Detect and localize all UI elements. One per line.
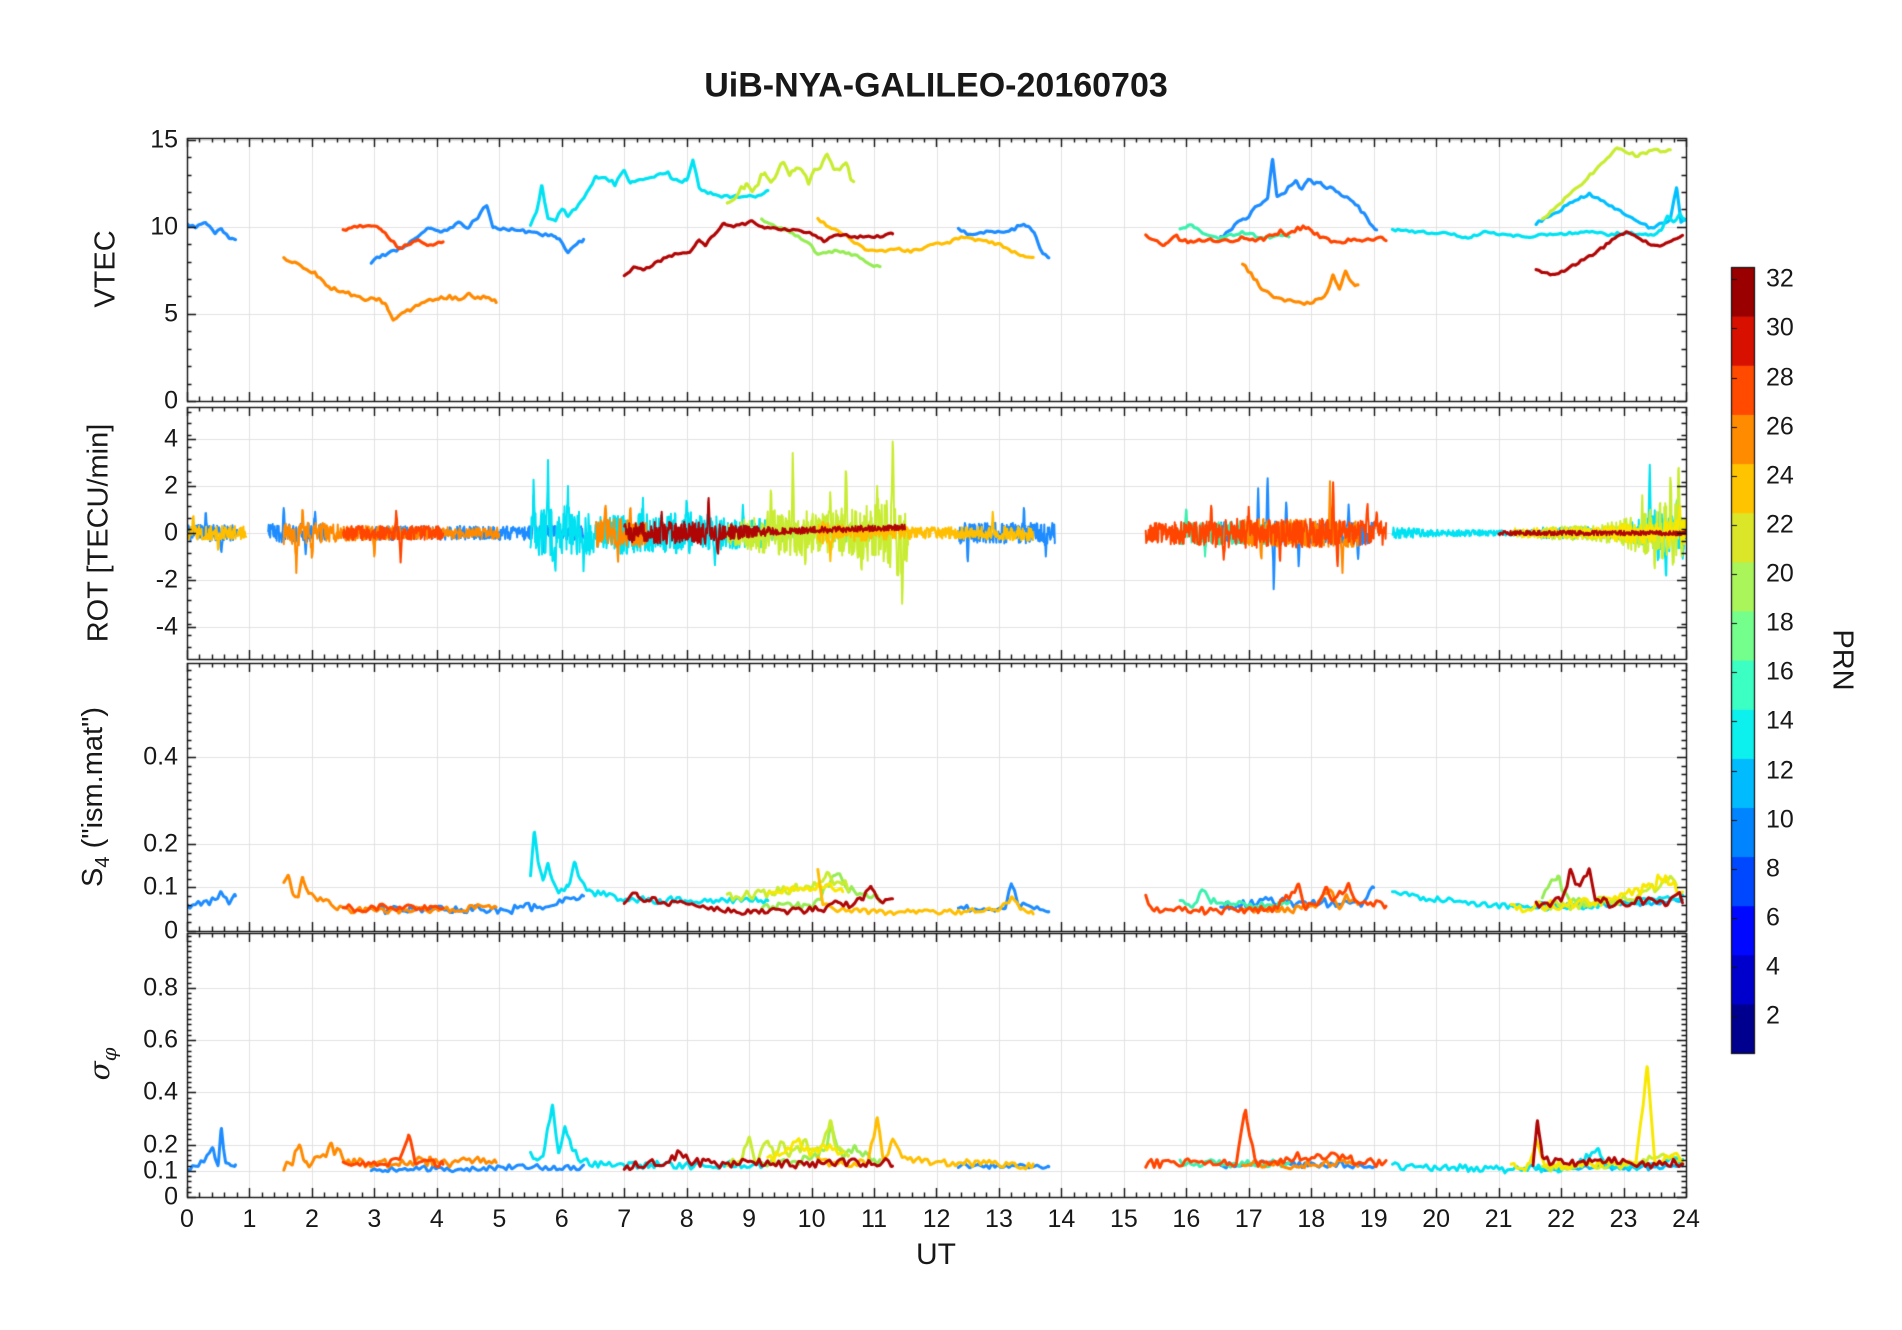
y-tick-label: 0.4 bbox=[143, 1077, 178, 1106]
x-tick-label: 18 bbox=[1297, 1205, 1326, 1233]
x-tick-label: 13 bbox=[985, 1205, 1013, 1233]
y-tick-label: 0.6 bbox=[143, 1025, 178, 1054]
x-axis-label: UT bbox=[916, 1238, 956, 1271]
x-tick-label: 17 bbox=[1234, 1205, 1263, 1233]
colorbar-tick-label: 26 bbox=[1766, 412, 1794, 441]
y-tick-label: -2 bbox=[155, 565, 178, 594]
y-tick-label: 2 bbox=[164, 471, 178, 500]
y-tick-label: 0.1 bbox=[143, 1156, 178, 1185]
colorbar-tick-label: 18 bbox=[1766, 608, 1794, 637]
chart-title: UiB-NYA-GALILEO-20160703 bbox=[704, 66, 1168, 105]
x-tick-label: 22 bbox=[1547, 1205, 1575, 1233]
x-tick-label: 14 bbox=[1047, 1205, 1076, 1233]
x-tick-label: 11 bbox=[861, 1205, 888, 1233]
y-tick-label: 0 bbox=[164, 386, 178, 415]
x-tick-label: 10 bbox=[797, 1205, 826, 1233]
colorbar-tick-label: 24 bbox=[1766, 461, 1794, 490]
rot-axis-label: ROT [TECU/min] bbox=[82, 423, 115, 643]
x-tick-label: 21 bbox=[1484, 1205, 1513, 1233]
y-tick-label: 0.2 bbox=[143, 1130, 178, 1159]
y-tick-label: 0.1 bbox=[143, 872, 178, 901]
s4-axis-label: S4 ("ism.mat") bbox=[77, 706, 114, 888]
colorbar-tick-label: 12 bbox=[1766, 756, 1794, 785]
colorbar-tick-label: 14 bbox=[1766, 706, 1794, 735]
y-tick-label: 0 bbox=[164, 1182, 178, 1211]
x-tick-label: 0 bbox=[180, 1205, 194, 1233]
y-tick-label: 15 bbox=[150, 125, 178, 154]
y-tick-label: 0.4 bbox=[143, 742, 178, 771]
x-tick-label: 15 bbox=[1109, 1205, 1138, 1233]
x-tick-label: 9 bbox=[742, 1205, 757, 1233]
colorbar-tick-label: 4 bbox=[1766, 952, 1780, 981]
colorbar-tick-label: 16 bbox=[1766, 657, 1794, 686]
x-tick-label: 6 bbox=[554, 1205, 569, 1233]
colorbar-tick-label: 2 bbox=[1766, 1001, 1780, 1030]
colorbar-tick-label: 10 bbox=[1766, 805, 1794, 834]
x-tick-label: 7 bbox=[617, 1205, 632, 1233]
x-tick-label: 2 bbox=[304, 1205, 319, 1233]
y-tick-label: 0 bbox=[164, 916, 178, 945]
y-tick-label: 4 bbox=[164, 424, 178, 453]
colorbar-tick-label: 6 bbox=[1766, 903, 1780, 932]
x-tick-label: 3 bbox=[367, 1205, 382, 1233]
y-tick-label: -4 bbox=[155, 612, 178, 641]
colorbar-tick-label: 22 bbox=[1766, 510, 1794, 539]
x-tick-label: 16 bbox=[1172, 1205, 1201, 1233]
x-tick-label: 8 bbox=[679, 1205, 694, 1233]
x-tick-label: 12 bbox=[922, 1205, 951, 1233]
colorbar-tick-label: 20 bbox=[1766, 559, 1794, 588]
x-tick-label: 20 bbox=[1422, 1205, 1451, 1233]
y-tick-label: 0.2 bbox=[143, 829, 178, 858]
y-tick-label: 10 bbox=[150, 212, 178, 241]
y-tick-label: 0 bbox=[164, 518, 178, 547]
x-tick-label: 19 bbox=[1359, 1205, 1388, 1233]
x-tick-label: 4 bbox=[429, 1205, 444, 1233]
x-tick-label: 23 bbox=[1609, 1205, 1638, 1233]
colorbar-tick-label: 32 bbox=[1766, 264, 1794, 293]
colorbar-tick-label: 8 bbox=[1766, 854, 1780, 883]
x-tick-label: 5 bbox=[492, 1205, 507, 1233]
x-tick-label: 1 bbox=[242, 1205, 257, 1233]
y-tick-label: 5 bbox=[164, 299, 178, 328]
y-tick-label: 0.8 bbox=[143, 973, 178, 1002]
colorbar-label: PRN bbox=[1826, 629, 1859, 691]
colorbar-tick-label: 28 bbox=[1766, 363, 1794, 392]
colorbar-tick-label: 30 bbox=[1766, 313, 1794, 342]
vtec-axis-label: VTEC bbox=[89, 230, 122, 308]
x-tick-label: 24 bbox=[1672, 1205, 1700, 1233]
sigma-phi-axis-label: σφ bbox=[83, 1047, 121, 1081]
